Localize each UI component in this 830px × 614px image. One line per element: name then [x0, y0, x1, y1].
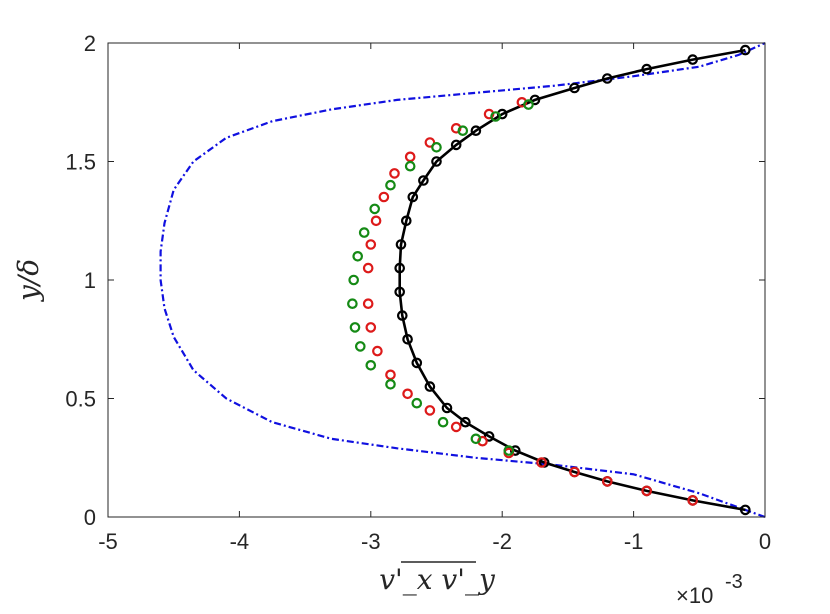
- x-tick-label: -3: [361, 529, 381, 554]
- x-tick-label: 0: [759, 529, 771, 554]
- series-3-point: [385, 378, 396, 390]
- x-axis-label: v'_x v'_y: [379, 563, 496, 596]
- series-3-point: [365, 359, 377, 371]
- series-layer: [159, 41, 766, 519]
- series-1-point: [739, 504, 751, 516]
- series-3-point: [354, 341, 366, 352]
- x-axis-label-group: v'_x v'_y: [379, 561, 496, 596]
- series-1-point: [396, 310, 408, 321]
- series-2-point: [404, 151, 416, 163]
- series-1-point: [394, 286, 405, 298]
- series-3-point: [523, 99, 534, 110]
- axes-layer: -5 -4 -3 -2 -1 0 0 0.5 1 1.5 2: [65, 31, 771, 554]
- series-2-point: [385, 369, 396, 381]
- series-1-point: [411, 357, 423, 369]
- x-scale-multiplier: ×10 -3: [676, 571, 743, 608]
- x-tick-label: -4: [230, 529, 250, 554]
- series-1-point: [687, 54, 698, 65]
- y-tick-label: 1: [84, 268, 96, 293]
- series-1-point: [641, 63, 652, 75]
- series-1-point: [400, 215, 412, 227]
- y-tick-label: 1.5: [65, 150, 96, 175]
- series-line-0: [159, 41, 766, 519]
- series-3-point: [352, 250, 363, 262]
- series-1-point: [460, 416, 471, 428]
- series-1-point: [601, 73, 613, 84]
- series-2-point: [365, 239, 377, 250]
- series-1-point: [418, 175, 429, 186]
- series-2-point: [402, 388, 413, 400]
- series-2-point: [450, 421, 462, 433]
- series-3-point: [358, 227, 370, 238]
- series-2-point: [372, 345, 383, 357]
- series-2-point: [601, 476, 613, 487]
- series-2-point: [389, 168, 400, 179]
- series-3-point: [348, 274, 359, 286]
- y-axis-label: y/δ: [12, 259, 45, 303]
- series-1-point: [470, 125, 482, 136]
- x-tick-label: -5: [98, 529, 118, 554]
- series-1-point: [450, 139, 462, 151]
- series-3-point: [470, 433, 482, 445]
- series-2-point: [569, 466, 580, 478]
- series-2-point: [424, 405, 436, 416]
- x-scale-base: ×10: [676, 583, 713, 608]
- series-2-point: [641, 485, 652, 497]
- series-2-point: [365, 322, 377, 333]
- series-2-point: [536, 457, 547, 468]
- series-3-point: [385, 179, 396, 191]
- series-1-point: [394, 262, 405, 274]
- series-line-1: [398, 48, 746, 512]
- plot-frame: [107, 42, 766, 518]
- x-tick-label: -2: [492, 529, 512, 554]
- series-3-point: [347, 298, 358, 309]
- series-3-point: [431, 142, 442, 153]
- series-3-point: [503, 445, 515, 456]
- series-1-point: [739, 44, 751, 56]
- series-1-point: [424, 381, 436, 392]
- x-tick-label: -1: [624, 529, 644, 554]
- x-scale-exponent: -3: [725, 571, 743, 593]
- series-2-point: [687, 495, 698, 506]
- series-1-point: [569, 82, 580, 94]
- series-2-point: [362, 298, 374, 309]
- series-3-point: [349, 322, 361, 333]
- y-tick-label: 0: [84, 505, 96, 530]
- series-2-point: [424, 137, 436, 148]
- series-3-point: [369, 203, 380, 215]
- series-1-point: [441, 402, 453, 414]
- series-1-point: [407, 191, 419, 203]
- y-tick-label: 2: [84, 31, 96, 56]
- series-3-point: [490, 111, 501, 122]
- series-1-point: [431, 156, 442, 167]
- series-3-point: [411, 397, 423, 409]
- series-1-point: [395, 239, 407, 250]
- series-3-point: [437, 416, 449, 428]
- series-2-point: [378, 191, 390, 203]
- series-2-point: [362, 262, 374, 274]
- series-1-point: [402, 333, 413, 345]
- y-tick-label: 0.5: [65, 387, 96, 412]
- series-2-point: [370, 215, 382, 227]
- series-3-point: [404, 160, 416, 172]
- series-1-point: [483, 431, 495, 442]
- series-3-point: [457, 125, 469, 136]
